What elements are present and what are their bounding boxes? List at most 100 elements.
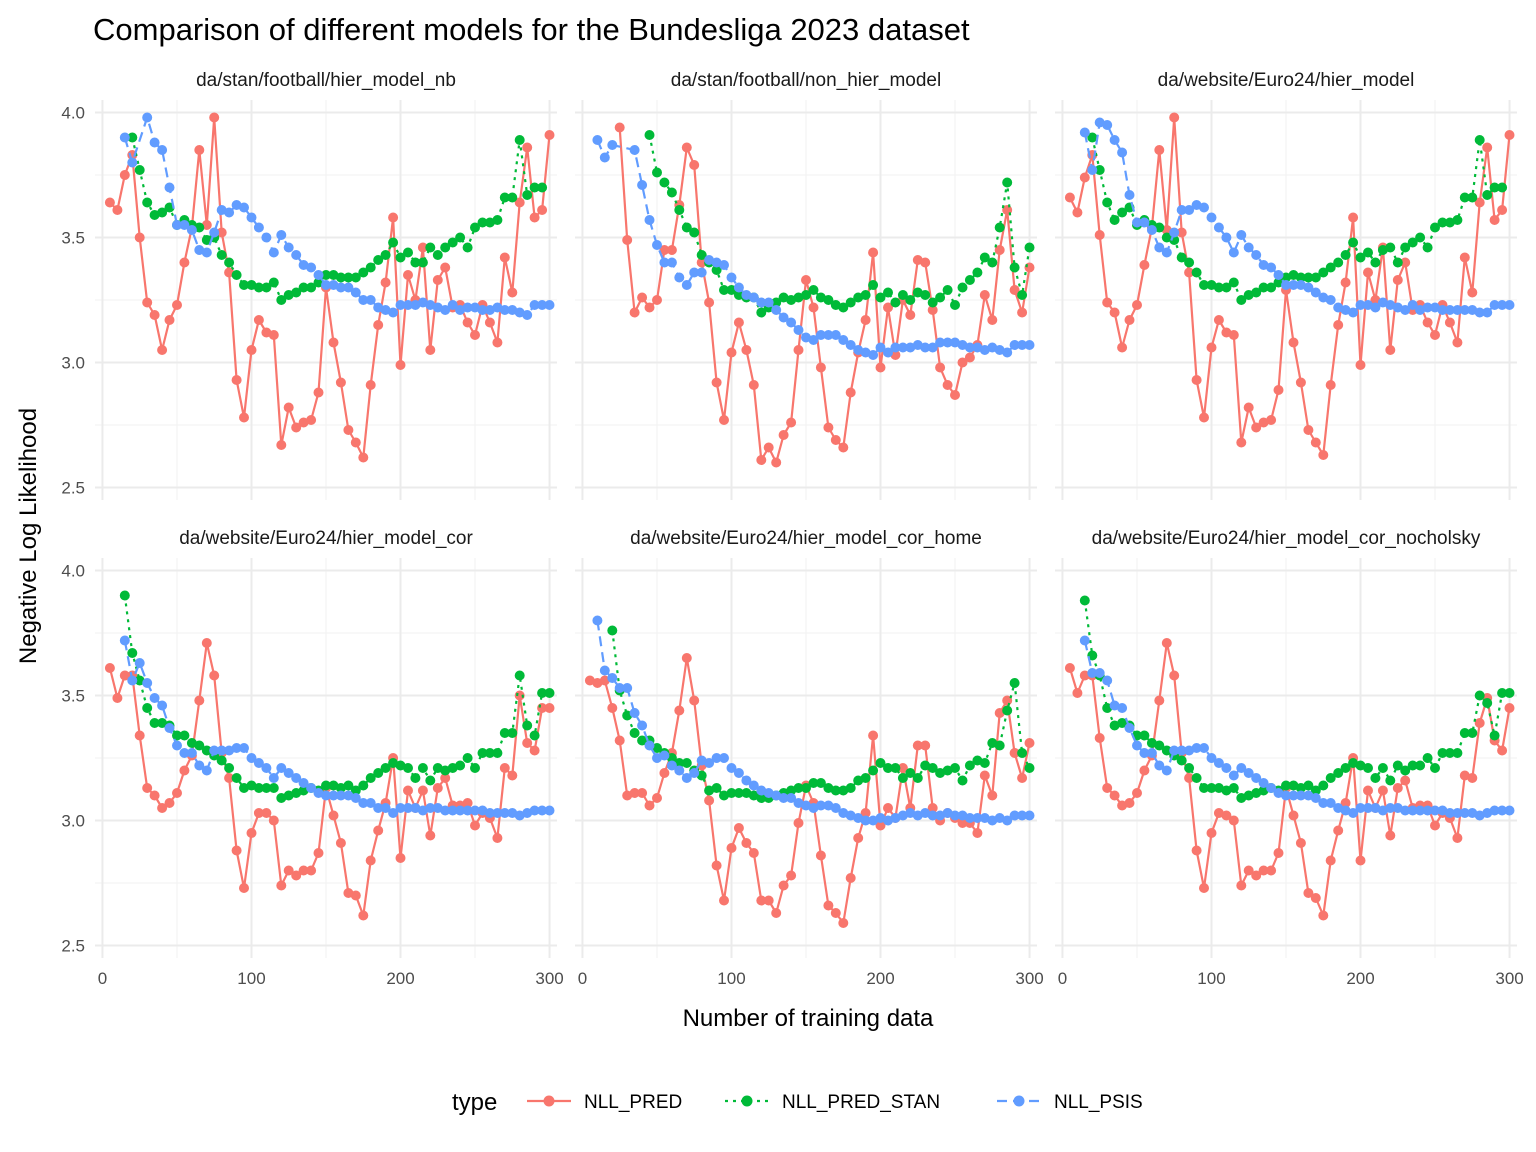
- data-point: [253, 758, 264, 768]
- data-point: [666, 760, 677, 771]
- data-point: [172, 300, 182, 310]
- data-point: [1363, 247, 1373, 258]
- data-point: [778, 880, 789, 891]
- data-point: [681, 142, 692, 153]
- data-point: [1184, 267, 1195, 278]
- data-point: [365, 380, 376, 390]
- x-tick-label: 200: [386, 969, 414, 988]
- data-point: [395, 252, 406, 263]
- data-point: [1154, 760, 1165, 771]
- data-point: [306, 783, 317, 793]
- data-point: [1333, 320, 1344, 330]
- data-point: [1325, 773, 1336, 783]
- data-point: [239, 743, 249, 753]
- data-point: [659, 245, 670, 255]
- data-point: [157, 345, 168, 355]
- data-point: [291, 287, 302, 298]
- data-point: [786, 793, 797, 803]
- data-point: [1266, 865, 1277, 876]
- data-point: [659, 768, 670, 778]
- data-point: [492, 748, 503, 758]
- data-point: [838, 442, 849, 453]
- data-point: [845, 340, 856, 350]
- data-point: [216, 227, 227, 238]
- data-point: [927, 803, 938, 813]
- data-point: [1236, 230, 1247, 240]
- y-tick-label: 2.5: [61, 479, 85, 498]
- data-point: [1139, 748, 1150, 758]
- data-point: [224, 207, 235, 218]
- data-point: [1102, 297, 1113, 308]
- data-point: [350, 437, 361, 448]
- data-point: [972, 813, 983, 823]
- data-point: [1444, 317, 1455, 328]
- data-point: [1348, 237, 1359, 248]
- data-point: [771, 457, 782, 468]
- data-point: [425, 803, 436, 813]
- data-point: [1009, 678, 1020, 688]
- data-point: [507, 728, 518, 738]
- data-point: [987, 315, 998, 325]
- legend-key: [725, 1095, 769, 1107]
- data-point: [830, 330, 841, 340]
- data-point: [801, 783, 811, 793]
- data-point: [142, 297, 153, 308]
- data-point: [253, 222, 264, 233]
- data-point: [674, 272, 685, 283]
- chart-title: Comparison of different models for the B…: [93, 12, 970, 47]
- data-point: [1154, 740, 1165, 751]
- data-point: [209, 112, 220, 123]
- data-point: [1094, 733, 1105, 743]
- data-point: [462, 242, 473, 253]
- data-point: [1370, 773, 1381, 783]
- data-point: [845, 873, 856, 883]
- x-tick-label: 200: [1346, 969, 1374, 988]
- data-point: [440, 262, 451, 273]
- data-point: [897, 342, 908, 353]
- data-point: [815, 850, 826, 861]
- data-point: [432, 250, 443, 260]
- data-point: [194, 740, 205, 751]
- data-point: [298, 865, 309, 876]
- data-point: [1430, 222, 1440, 233]
- data-point: [119, 670, 130, 681]
- data-point: [507, 287, 518, 298]
- data-point: [1504, 805, 1515, 816]
- data-point: [1139, 730, 1150, 741]
- data-point: [283, 402, 294, 413]
- legend: type NLL_PRED NLL_PRED_STAN NLL_PSIS: [452, 1089, 1143, 1116]
- data-point: [1310, 793, 1321, 803]
- data-point: [328, 337, 339, 348]
- data-point: [1161, 247, 1172, 258]
- data-point: [380, 803, 391, 813]
- data-point: [522, 738, 533, 748]
- data-point: [470, 330, 480, 340]
- data-point: [927, 810, 938, 821]
- series-line: [108, 641, 550, 917]
- data-point: [417, 257, 428, 268]
- x-tick-label: 0: [98, 969, 107, 988]
- data-point: [890, 763, 901, 773]
- data-point: [417, 242, 428, 253]
- data-point: [1295, 377, 1306, 388]
- data-point: [1176, 227, 1187, 238]
- data-point: [1094, 230, 1105, 240]
- data-point: [321, 270, 331, 280]
- data-point: [1407, 805, 1418, 816]
- data-point: [172, 740, 182, 751]
- data-point: [942, 380, 953, 390]
- data-point: [343, 780, 354, 791]
- data-point: [875, 292, 886, 303]
- data-point: [358, 267, 369, 278]
- series-line: [1068, 116, 1511, 457]
- facet-panels: da/stan/football/hier_model_nb 2.5 3.0 3.5 4…: [61, 70, 1523, 988]
- data-point: [335, 790, 346, 801]
- data-point: [507, 192, 518, 203]
- x-tick-label: 300: [1495, 969, 1523, 988]
- data-point: [127, 157, 138, 168]
- data-point: [629, 145, 640, 155]
- data-point: [1489, 805, 1500, 816]
- data-point: [763, 442, 774, 453]
- data-point: [1467, 773, 1478, 783]
- data-point: [733, 823, 744, 833]
